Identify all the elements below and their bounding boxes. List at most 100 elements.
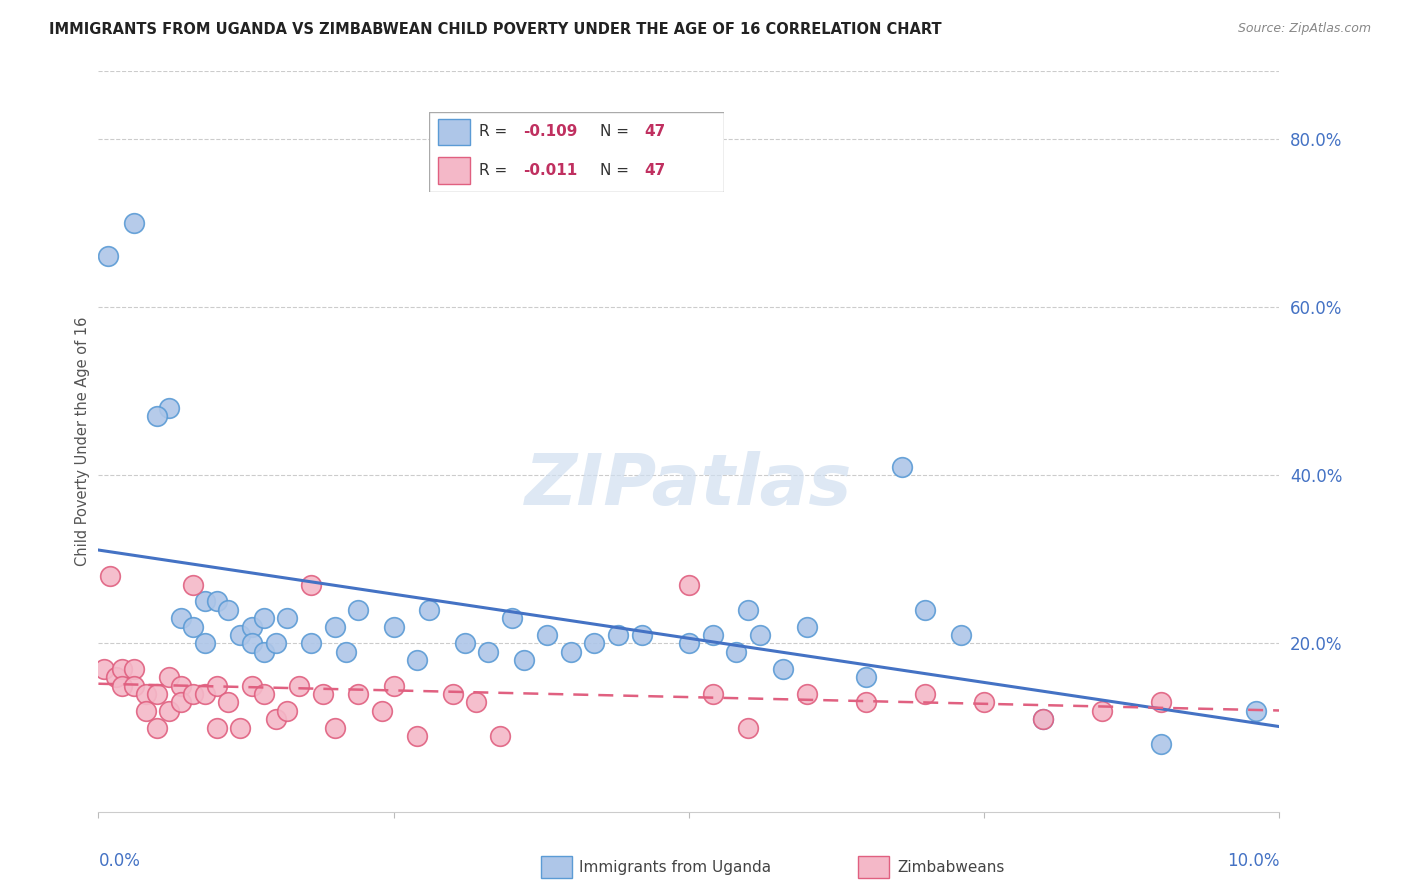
Text: N =: N =: [600, 163, 628, 178]
Point: [630, 628, 652, 642]
Point: [890, 459, 912, 474]
Text: 47: 47: [644, 125, 665, 139]
Point: [678, 636, 700, 650]
Text: R =: R =: [479, 163, 508, 178]
Point: [170, 695, 193, 709]
Point: [170, 679, 193, 693]
Point: [371, 704, 394, 718]
Point: [382, 619, 405, 633]
Point: [737, 603, 759, 617]
Text: ZIPatlas: ZIPatlas: [526, 451, 852, 520]
Point: [855, 695, 877, 709]
Point: [98, 569, 121, 583]
Y-axis label: Child Poverty Under the Age of 16: Child Poverty Under the Age of 16: [75, 317, 90, 566]
Point: [312, 687, 335, 701]
Text: N =: N =: [600, 125, 628, 139]
Text: Immigrants from Uganda: Immigrants from Uganda: [579, 860, 772, 874]
Point: [1032, 712, 1054, 726]
Point: [347, 603, 370, 617]
Point: [229, 628, 252, 642]
Point: [111, 662, 134, 676]
Point: [217, 695, 239, 709]
Text: R =: R =: [479, 125, 508, 139]
Point: [441, 687, 464, 701]
Point: [973, 695, 995, 709]
Point: [194, 594, 217, 608]
Point: [1150, 695, 1173, 709]
Point: [181, 687, 204, 701]
Text: 0.0%: 0.0%: [98, 853, 141, 871]
Point: [181, 619, 204, 633]
Point: [501, 611, 523, 625]
Point: [146, 409, 169, 424]
Point: [97, 249, 120, 264]
Point: [702, 628, 724, 642]
Point: [205, 679, 228, 693]
Point: [796, 687, 818, 701]
Point: [288, 679, 311, 693]
Point: [205, 594, 228, 608]
Point: [914, 603, 936, 617]
Point: [122, 679, 145, 693]
Text: IMMIGRANTS FROM UGANDA VS ZIMBABWEAN CHILD POVERTY UNDER THE AGE OF 16 CORRELATI: IMMIGRANTS FROM UGANDA VS ZIMBABWEAN CHI…: [49, 22, 942, 37]
Point: [146, 687, 169, 701]
Point: [253, 611, 276, 625]
Point: [276, 611, 298, 625]
Point: [382, 679, 405, 693]
Point: [406, 653, 429, 667]
Point: [157, 401, 180, 415]
Point: [264, 712, 287, 726]
Point: [489, 729, 512, 743]
Point: [170, 611, 193, 625]
Point: [949, 628, 972, 642]
Point: [323, 619, 346, 633]
Point: [725, 645, 748, 659]
Point: [914, 687, 936, 701]
Point: [253, 645, 276, 659]
Point: [181, 577, 204, 591]
Point: [465, 695, 488, 709]
Point: [194, 687, 217, 701]
Point: [111, 679, 134, 693]
Point: [796, 619, 818, 633]
Point: [453, 636, 475, 650]
Point: [146, 721, 169, 735]
Point: [560, 645, 582, 659]
FancyBboxPatch shape: [429, 112, 724, 192]
Point: [536, 628, 558, 642]
Point: [855, 670, 877, 684]
Text: Source: ZipAtlas.com: Source: ZipAtlas.com: [1237, 22, 1371, 36]
Point: [406, 729, 429, 743]
Point: [253, 687, 276, 701]
Point: [122, 216, 145, 230]
Point: [135, 704, 157, 718]
Point: [240, 636, 263, 650]
Point: [418, 603, 440, 617]
Point: [737, 721, 759, 735]
Point: [240, 619, 263, 633]
Point: [772, 662, 794, 676]
Point: [217, 603, 239, 617]
Text: 47: 47: [644, 163, 665, 178]
Point: [748, 628, 770, 642]
Point: [93, 662, 115, 676]
Point: [299, 577, 322, 591]
Point: [1091, 704, 1114, 718]
Point: [323, 721, 346, 735]
Point: [105, 670, 128, 684]
Point: [702, 687, 724, 701]
Point: [205, 721, 228, 735]
Text: Zimbabweans: Zimbabweans: [897, 860, 1004, 874]
Point: [1244, 704, 1267, 718]
Point: [299, 636, 322, 650]
Text: -0.109: -0.109: [523, 125, 578, 139]
Text: 10.0%: 10.0%: [1227, 853, 1279, 871]
Point: [157, 704, 180, 718]
Point: [229, 721, 252, 735]
Point: [135, 687, 157, 701]
Point: [607, 628, 630, 642]
FancyBboxPatch shape: [437, 157, 470, 184]
Point: [347, 687, 370, 701]
Point: [335, 645, 357, 659]
Point: [157, 670, 180, 684]
